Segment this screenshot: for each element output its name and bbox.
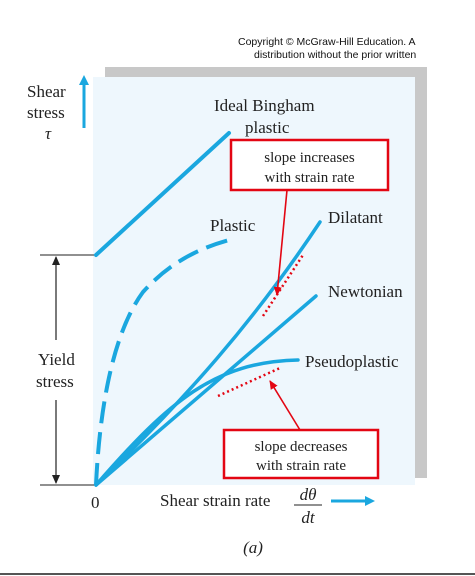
curve-newtonian [94, 294, 318, 487]
callout-slope-decreases: slope decreases with strain rate [222, 428, 380, 480]
y-axis-label-shear: Shear [27, 82, 66, 101]
label-newtonian: Newtonian [328, 282, 403, 301]
yield-label-line-2: stress [36, 372, 74, 391]
curve-pseudoplastic [94, 358, 300, 487]
callout-decrease-line-2: with strain rate [256, 458, 346, 474]
label-plastic: Plastic [210, 216, 256, 235]
copyright-line-2: distribution without the prior written [254, 49, 416, 61]
y-axis-label-stress: stress [27, 103, 65, 122]
yield-label-line-1: Yield [38, 350, 75, 369]
tau-symbol: τ [45, 124, 52, 143]
x-axis-label: Shear strain rate [160, 491, 270, 510]
callout-increase-line-1: slope increases [264, 150, 355, 166]
callout-decrease-arrow [269, 380, 301, 431]
tangent-pseudoplastic [217, 366, 281, 398]
curve-dilatant [94, 220, 322, 487]
x-axis-fraction-denominator: dt [301, 508, 316, 527]
label-dilatant: Dilatant [328, 208, 383, 227]
plot-panel [93, 77, 415, 485]
callout-slope-increases: slope increases with strain rate [229, 138, 390, 192]
callout-decrease-line-1: slope decreases [255, 439, 348, 455]
x-axis-fraction-numerator: dθ [300, 485, 317, 504]
curve-plastic [94, 238, 230, 486]
tangent-dilatant [261, 254, 305, 317]
callout-increase-line-2: with strain rate [265, 170, 355, 186]
x-axis-origin: 0 [91, 493, 100, 512]
label-ideal-bingham: Ideal Bingham [214, 96, 315, 115]
label-plastic-bingham: plastic [245, 118, 290, 137]
callout-increase-arrow [273, 189, 288, 296]
curve-ideal-bingham-plastic [94, 131, 231, 257]
figure-caption: (a) [243, 538, 263, 557]
label-pseudoplastic: Pseudoplastic [305, 352, 399, 371]
copyright-line-1: Copyright © McGraw-Hill Education. A [238, 36, 416, 48]
